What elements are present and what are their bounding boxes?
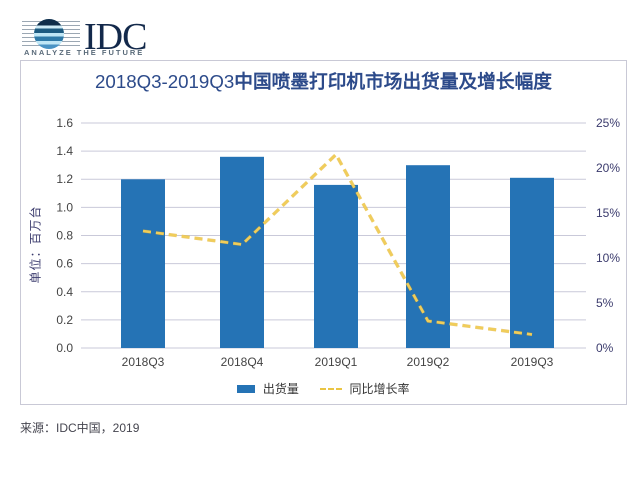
svg-text:0.4: 0.4 (56, 285, 73, 299)
svg-text:2019Q3: 2019Q3 (511, 355, 554, 369)
svg-text:0.8: 0.8 (56, 229, 73, 243)
svg-text:5%: 5% (596, 296, 614, 310)
svg-text:1.2: 1.2 (56, 172, 73, 186)
svg-text:1.0: 1.0 (56, 200, 73, 214)
svg-text:0.0: 0.0 (56, 341, 73, 355)
svg-text:0%: 0% (596, 341, 614, 355)
svg-text:1.4: 1.4 (56, 144, 73, 158)
svg-text:2018Q4: 2018Q4 (221, 355, 264, 369)
svg-text:2018Q3: 2018Q3 (122, 355, 165, 369)
svg-text:1.6: 1.6 (56, 116, 73, 130)
svg-text:25%: 25% (596, 116, 620, 130)
svg-text:2019Q1: 2019Q1 (315, 355, 358, 369)
svg-text:15%: 15% (596, 206, 620, 220)
svg-text:0.6: 0.6 (56, 257, 73, 271)
svg-text:0.2: 0.2 (56, 313, 73, 327)
svg-text:20%: 20% (596, 161, 620, 175)
svg-text:2019Q2: 2019Q2 (407, 355, 450, 369)
svg-text:10%: 10% (596, 251, 620, 265)
